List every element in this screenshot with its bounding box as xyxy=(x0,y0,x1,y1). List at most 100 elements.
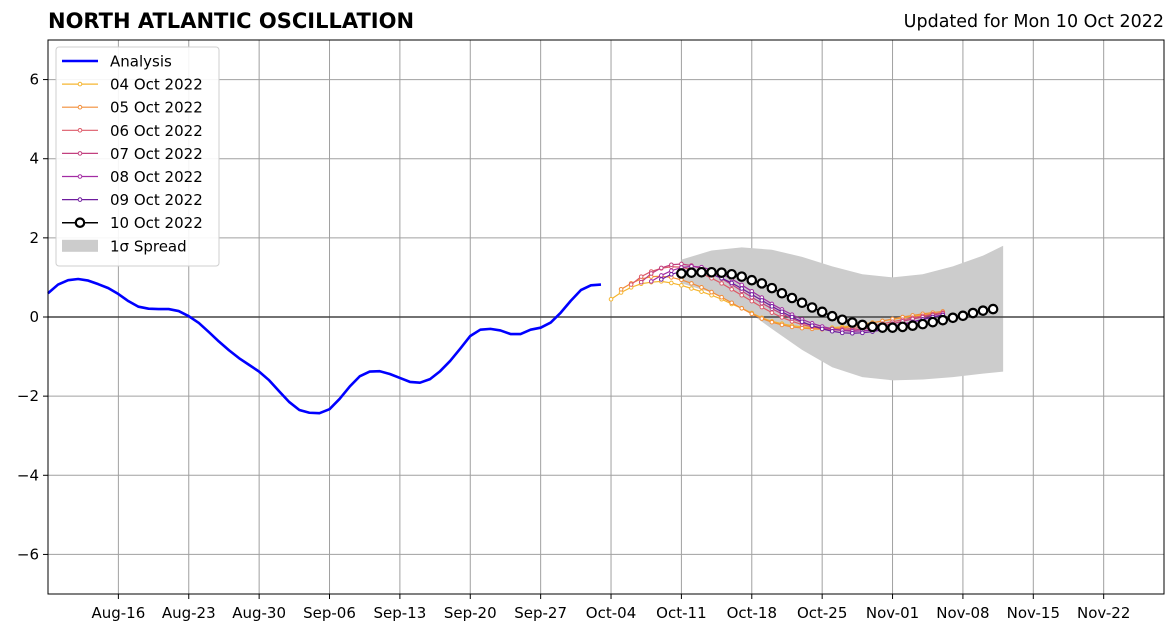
legend-label: 07 Oct 2022 xyxy=(110,145,203,163)
x-tick-label: Aug-23 xyxy=(162,604,216,622)
legend-marker xyxy=(77,128,83,133)
legend-marker xyxy=(77,174,83,179)
legend-label: 1σ Spread xyxy=(110,237,187,255)
forecast-point xyxy=(638,274,644,279)
y-tick-label: −2 xyxy=(17,387,39,405)
forecast-point xyxy=(786,292,798,304)
forecast-point xyxy=(860,330,865,336)
forecast-point xyxy=(746,274,758,286)
legend-label: 08 Oct 2022 xyxy=(110,168,203,186)
forecast-point xyxy=(729,287,734,292)
x-tick-label: Sep-13 xyxy=(374,604,427,622)
forecast-point xyxy=(618,287,624,292)
forecast-point xyxy=(719,281,724,286)
forecast-point xyxy=(766,282,778,294)
forecast-point xyxy=(806,302,818,313)
forecast-point xyxy=(676,268,687,279)
legend-marker xyxy=(77,104,83,110)
forecast-point xyxy=(836,314,848,326)
forecast-point xyxy=(829,328,835,334)
legend-label: 04 Oct 2022 xyxy=(110,76,203,94)
forecast-point xyxy=(769,304,775,309)
forecast-point xyxy=(669,268,674,274)
y-tick-label: −4 xyxy=(17,466,39,484)
forecast-point xyxy=(819,326,825,332)
forecast-point xyxy=(850,330,855,336)
forecast-point xyxy=(987,303,999,315)
forecast-point xyxy=(789,324,795,330)
legend-box xyxy=(55,46,220,267)
x-tick-label: Sep-06 xyxy=(303,604,356,622)
x-tick-label: Oct-18 xyxy=(727,604,777,622)
forecast-point xyxy=(679,261,684,267)
forecast-point xyxy=(669,271,674,277)
forecast-point xyxy=(709,289,714,295)
chart-title: NORTH ATLANTIC OSCILLATION xyxy=(48,9,415,33)
forecast-point xyxy=(739,282,745,288)
forecast-point xyxy=(917,318,929,330)
forecast-point xyxy=(699,289,704,294)
forecast-point xyxy=(706,266,717,278)
forecast-point xyxy=(867,321,878,333)
forecast-point xyxy=(977,305,989,316)
x-tick-label: Nov-22 xyxy=(1077,604,1130,622)
x-tick-label: Sep-27 xyxy=(514,604,567,622)
legend-marker xyxy=(74,217,86,228)
x-tick-label: Aug-30 xyxy=(232,604,286,622)
forecast-point xyxy=(779,309,785,315)
forecast-point xyxy=(699,285,704,290)
legend-marker xyxy=(77,81,83,87)
y-tick-label: 6 xyxy=(29,71,39,89)
chart-subtitle: Updated for Mon 10 Oct 2022 xyxy=(903,12,1164,32)
forecast-point xyxy=(947,312,959,324)
forecast-point xyxy=(789,314,795,320)
forecast-point xyxy=(816,306,828,318)
forecast-point xyxy=(749,292,755,297)
forecast-point xyxy=(658,273,664,278)
forecast-point xyxy=(779,322,785,328)
legend-label: Analysis xyxy=(110,53,172,71)
legend-swatch xyxy=(62,239,98,252)
forecast-point xyxy=(799,319,805,325)
forecast-point xyxy=(686,267,697,278)
forecast-point xyxy=(729,300,734,306)
y-tick-label: 0 xyxy=(29,308,39,326)
forecast-point xyxy=(769,319,775,325)
forecast-point xyxy=(669,262,674,268)
forecast-point xyxy=(739,286,745,291)
x-tick-label: Nov-08 xyxy=(936,604,989,622)
forecast-point xyxy=(826,310,838,322)
forecast-point xyxy=(877,322,888,333)
forecast-point xyxy=(897,321,908,333)
forecast-point xyxy=(696,266,707,278)
legend-marker xyxy=(77,151,83,156)
x-tick-label: Oct-11 xyxy=(656,604,706,622)
x-tick-label: Oct-25 xyxy=(797,604,847,622)
forecast-point xyxy=(648,271,654,276)
forecast-point xyxy=(749,298,755,304)
x-tick-label: Aug-16 xyxy=(91,604,145,622)
legend-marker xyxy=(77,197,83,202)
forecast-point xyxy=(628,282,634,287)
forecast-point xyxy=(776,287,788,299)
forecast-point xyxy=(689,281,694,286)
forecast-point xyxy=(796,297,808,309)
x-tick-label: Sep-20 xyxy=(444,604,497,622)
forecast-point xyxy=(729,280,734,286)
forecast-point xyxy=(809,323,815,329)
forecast-point xyxy=(907,320,918,332)
legend-label: 10 Oct 2022 xyxy=(110,214,203,232)
forecast-point xyxy=(749,311,755,317)
forecast-point xyxy=(769,310,775,315)
forecast-point xyxy=(937,314,949,326)
forecast-point xyxy=(638,279,644,285)
legend-label: 06 Oct 2022 xyxy=(110,122,203,140)
forecast-point xyxy=(648,279,654,284)
forecast-point xyxy=(967,307,979,319)
forecast-point xyxy=(839,330,845,336)
forecast-point xyxy=(658,277,664,282)
forecast-point xyxy=(759,316,765,321)
forecast-point xyxy=(756,278,768,289)
forecast-point xyxy=(927,316,939,328)
